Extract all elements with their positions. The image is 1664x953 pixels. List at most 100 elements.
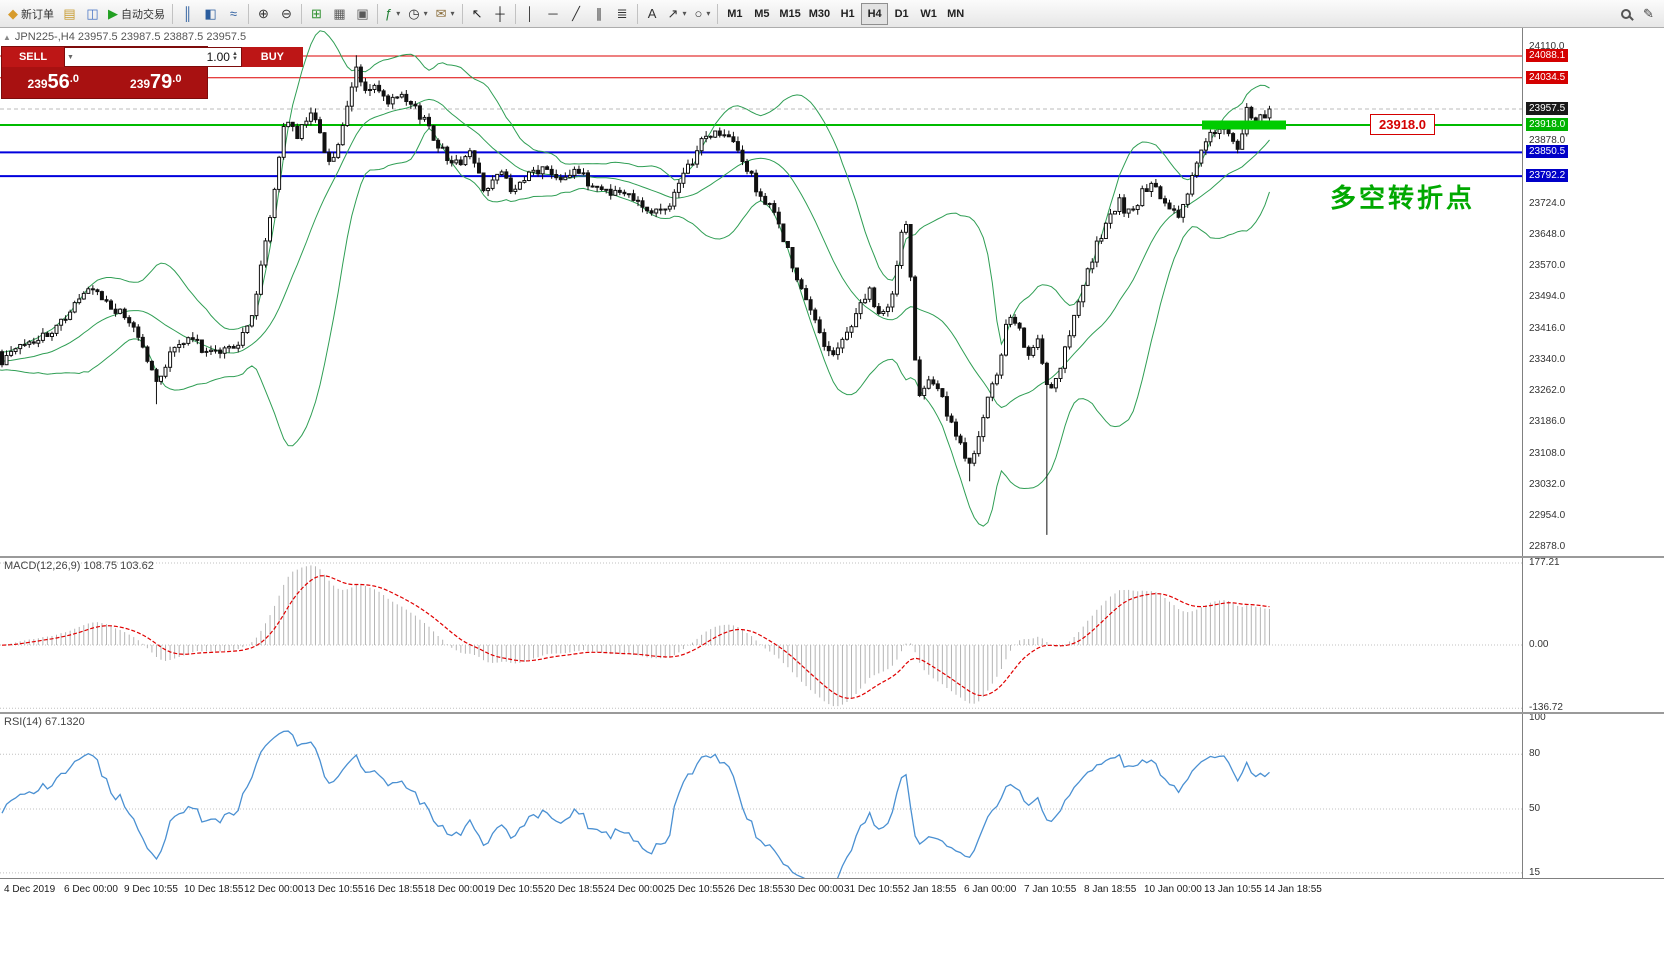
arrows-button[interactable]: ↗ ▾ — [664, 3, 691, 25]
buy-button[interactable]: BUY — [241, 47, 303, 67]
time-label: 7 Jan 10:55 — [1024, 884, 1077, 895]
sell-button[interactable]: SELL — [2, 47, 64, 67]
price-label: 23108.0 — [1529, 448, 1566, 459]
time-label: 14 Jan 18:55 — [1264, 884, 1322, 895]
rsi-label: RSI(14) 67.1320 — [4, 716, 85, 728]
timeframe-button-h1[interactable]: H1 — [834, 3, 861, 25]
new-order-button[interactable]: ◆ 新订单 — [4, 3, 58, 25]
time-label: 10 Dec 18:55 — [184, 884, 244, 895]
volume-down-icon[interactable]: ▼ — [231, 56, 238, 62]
price-label: 24110.0 — [1529, 41, 1565, 52]
toolbar-separator — [514, 3, 516, 24]
toolbar-separator — [172, 3, 173, 24]
timeframe-button-h4[interactable]: H4 — [861, 2, 889, 25]
horizontal-line-icon: ─ — [548, 6, 558, 21]
timeframe-button-mn[interactable]: MN — [942, 3, 969, 25]
cascade-windows-icon: ▣ — [356, 6, 369, 21]
timeframe-button-m30[interactable]: M30 — [805, 3, 834, 25]
toolbar-separator — [461, 3, 463, 24]
price-label: 23648.0 — [1529, 229, 1566, 240]
timeframe-button-d1[interactable]: D1 — [888, 3, 915, 25]
panel-divider[interactable] — [0, 712, 1664, 714]
cursor-icon: ↖ — [471, 6, 483, 21]
shapes-icon: ○ — [694, 6, 703, 21]
volume-control[interactable]: ▼ ▲ ▼ — [64, 47, 242, 67]
market-watch-button[interactable]: ▤ — [58, 3, 81, 25]
horizontal-line-button[interactable]: ─ — [542, 3, 565, 25]
time-label: 13 Dec 10:55 — [304, 884, 364, 895]
time-label: 20 Dec 18:55 — [544, 884, 604, 895]
candlestick-chart-button[interactable]: ◧ — [199, 3, 222, 25]
cursor-button[interactable]: ↖ — [466, 3, 489, 25]
autotrading-icon: ▶ — [108, 6, 118, 21]
panel-divider[interactable] — [0, 556, 1664, 558]
rsi-indicator-panel[interactable]: RSI(14) 67.1320 — [0, 714, 1522, 878]
cascade-windows-button[interactable]: ▣ — [351, 3, 374, 25]
trendline-button[interactable]: ╱ — [565, 3, 588, 25]
fibonacci-button[interactable]: ≣ — [611, 3, 634, 25]
periods-button[interactable]: ◷ ▾ — [404, 3, 431, 25]
time-label: 12 Dec 00:00 — [244, 884, 304, 895]
crosshair-button[interactable]: ┼ — [489, 3, 512, 25]
time-label: 25 Dec 10:55 — [664, 884, 724, 895]
trendline-icon: ╱ — [572, 6, 580, 21]
price-label: 23850.5 — [1526, 145, 1569, 158]
price-label: 23918.0 — [1526, 118, 1569, 131]
arrows-icon: ↗ — [667, 6, 679, 21]
dropdown-caret-icon: ▾ — [450, 9, 455, 18]
search-button[interactable] — [1614, 3, 1637, 25]
zoom-in-button[interactable]: ⊕ — [252, 3, 275, 25]
shapes-button[interactable]: ○ ▾ — [690, 3, 714, 25]
zoom-out-button[interactable]: ⊖ — [275, 3, 298, 25]
time-label: 10 Jan 00:00 — [1144, 884, 1202, 895]
time-label: 31 Dec 10:55 — [844, 884, 904, 895]
timeframe-button-w1[interactable]: W1 — [915, 3, 942, 25]
volume-preset-caret-icon[interactable]: ▼ — [67, 53, 74, 61]
macd-label: MACD(12,26,9) 108.75 103.62 — [4, 560, 154, 572]
macd-axis-label: 177.21 — [1529, 557, 1560, 568]
quick-edit-button[interactable]: ✎ — [1637, 3, 1660, 25]
price-label: 24088.1 — [1526, 49, 1569, 62]
periods-icon: ◷ — [408, 6, 420, 21]
price-chart-panel[interactable]: ▲ JPN225-,H4 23957.5 23987.5 23887.5 239… — [0, 28, 1522, 556]
buy-price[interactable]: 23979.0 — [130, 71, 182, 93]
arrange-windows-button[interactable]: ▦ — [328, 3, 351, 25]
rsi-axis-label: 15 — [1529, 867, 1541, 878]
channel-icon: ∥ — [595, 6, 603, 21]
price-label: 23957.5 — [1526, 102, 1569, 115]
channel-button[interactable]: ∥ — [588, 3, 611, 25]
timeframe-button-m5[interactable]: M5 — [748, 3, 775, 25]
oneclick-collapse-icon[interactable]: ▲ — [3, 32, 11, 42]
data-window-button[interactable]: ◫ — [81, 3, 104, 25]
autotrading-button[interactable]: ▶ 自动交易 — [104, 3, 169, 25]
price-label: 23878.0 — [1529, 135, 1566, 146]
volume-up-icon[interactable]: ▲ — [231, 51, 238, 57]
line-chart-button[interactable]: ≈ — [222, 3, 245, 25]
main-toolbar: ◆ 新订单 ▤ ◫ ▶ 自动交易 ║ ◧ ≈ ⊕ ⊖ ⊞ ▦ ▣ ƒ ▾ ◷ ▾ ✉ ▾ ↖ ┼ │ ─ ╱ ∥ ≣ A ↗ ▾… — [0, 0, 1664, 28]
sell-price[interactable]: 23956.0 — [27, 71, 79, 93]
text-button[interactable]: A — [641, 3, 664, 25]
dropdown-caret-icon: ▾ — [706, 9, 711, 18]
fibonacci-icon: ≣ — [616, 6, 628, 21]
dropdown-caret-icon: ▾ — [396, 9, 401, 18]
time-label: 9 Dec 10:55 — [124, 884, 178, 895]
time-label: 24 Dec 00:00 — [604, 884, 664, 895]
timeframe-button-m1[interactable]: M1 — [721, 3, 748, 25]
time-label: 26 Dec 18:55 — [724, 884, 784, 895]
price-label: 23262.0 — [1529, 385, 1566, 396]
price-label: 23340.0 — [1529, 354, 1566, 365]
volume-spinner[interactable]: ▲ ▼ — [230, 51, 240, 62]
macd-indicator-panel[interactable]: MACD(12,26,9) 108.75 103.62 — [0, 558, 1522, 712]
price-annotation-box[interactable]: 23918.0 — [1370, 114, 1435, 135]
timeframe-button-m15[interactable]: M15 — [775, 3, 804, 25]
templates-button[interactable]: ✉ ▾ — [432, 3, 459, 25]
indicators-button[interactable]: ƒ ▾ — [381, 3, 404, 25]
vertical-line-button[interactable]: │ — [519, 3, 542, 25]
bar-chart-button[interactable]: ║ — [176, 3, 199, 25]
price-axis[interactable]: 24110.0 24088.1 24034.5 23957.5 23918.0 23878… — [1522, 28, 1664, 878]
tile-windows-button[interactable]: ⊞ — [305, 3, 328, 25]
time-axis[interactable]: 4 Dec 2019 6 Dec 00:00 9 Dec 10:55 10 Dec 1… — [0, 878, 1664, 953]
time-label: 16 Dec 18:55 — [364, 884, 424, 895]
turning-point-note[interactable]: 多空转折点 — [1330, 183, 1476, 213]
volume-input[interactable] — [74, 50, 230, 64]
